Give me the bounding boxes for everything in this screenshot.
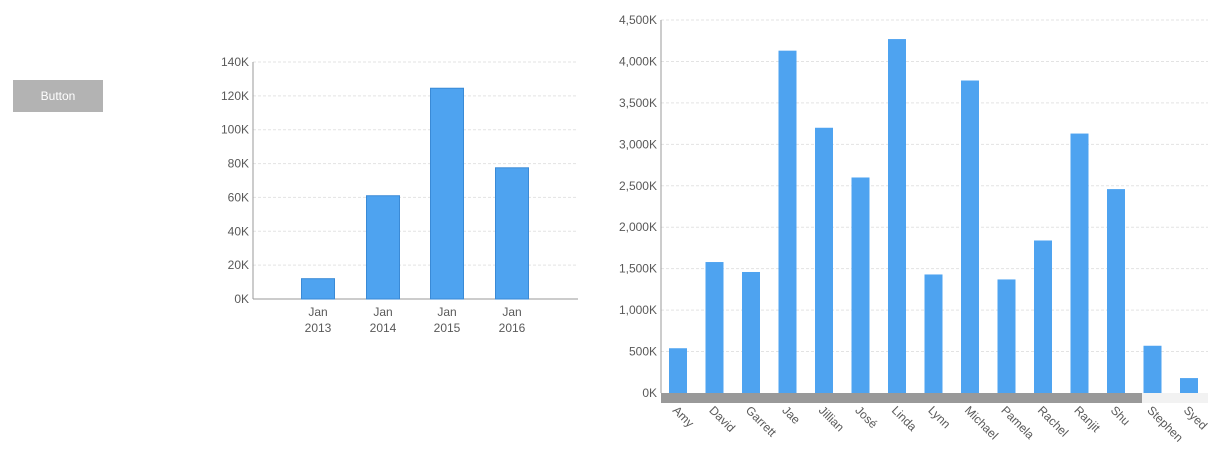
x-tick-label: 2015 [434, 321, 461, 335]
x-tick-label: Linda [889, 403, 920, 434]
bar [1070, 133, 1089, 393]
x-tick-label: Rachel [1035, 403, 1071, 439]
x-tick-label: José [852, 403, 880, 431]
x-tick-label: Jan [308, 305, 327, 319]
x-tick-label: Jillian [816, 403, 847, 434]
y-tick-label: 500K [629, 345, 657, 359]
y-tick-label: 2,500K [619, 179, 657, 193]
bar [495, 167, 529, 300]
x-tick-label: David [706, 403, 738, 435]
bar [778, 50, 797, 394]
x-tick-label: Syed [1181, 403, 1210, 432]
y-tick-label: 0K [234, 292, 249, 306]
x-tick-label: Amy [670, 403, 697, 430]
x-tick-label: Jan [502, 305, 521, 319]
bar [851, 177, 870, 393]
bar [888, 39, 906, 393]
x-tick-label: Pamela [998, 403, 1037, 442]
y-tick-label: 0K [642, 386, 657, 400]
y-tick-label: 20K [228, 258, 249, 272]
bar [1143, 345, 1162, 393]
bar [1180, 378, 1198, 393]
chart-by-person: 0K 500K 1,000K 1,500K 2,000K 2,500K 3,000K 3,50… [619, 13, 1210, 445]
y-tick-label: 80K [228, 157, 249, 171]
y-tick-label: 3,000K [619, 137, 657, 151]
bar [705, 262, 724, 393]
x-tick-label: Jae [779, 403, 803, 427]
x-tick-label: Michael [962, 403, 1001, 442]
bar [366, 195, 400, 300]
y-tick-label: 120K [221, 89, 249, 103]
bar [430, 87, 464, 300]
y-tick-label: 40K [228, 224, 249, 238]
x-tick-label: Lynn [925, 403, 953, 431]
bar [742, 271, 760, 393]
x-tick-label: Garrett [743, 403, 780, 440]
x-tick-label: Stephen [1144, 403, 1186, 445]
x-tick-label: Jan [373, 305, 392, 319]
bar [815, 127, 833, 393]
x-tick-label: 2013 [305, 321, 332, 335]
x-tick-label: Shu [1108, 403, 1133, 428]
y-tick-label: 1,500K [619, 262, 657, 276]
y-tick-label: 1,000K [619, 303, 657, 317]
y-tick-label: 100K [221, 123, 249, 137]
bar [961, 80, 979, 394]
scrollbar-thumb [661, 393, 1142, 403]
y-tick-label: 3,500K [619, 96, 657, 110]
x-tick-label: Jan [437, 305, 456, 319]
bar [1107, 189, 1125, 393]
y-tick-label: 60K [228, 190, 249, 204]
bar [997, 279, 1016, 393]
y-tick-label: 4,500K [619, 13, 657, 27]
bar [669, 348, 687, 393]
y-tick-label: 2,000K [619, 220, 657, 234]
bar [1034, 240, 1052, 393]
bar [924, 274, 943, 393]
chart-yearly: 0K 20K 40K 60K 80K 100K 120K 140K Jan 2013 Jan 2014… [221, 55, 578, 335]
x-tick-label: 2016 [499, 321, 526, 335]
bar [301, 278, 335, 300]
button[interactable]: Button [13, 80, 103, 112]
y-tick-label: 4,000K [619, 54, 657, 68]
y-tick-label: 140K [221, 55, 249, 69]
x-tick-label: Ranjit [1071, 403, 1103, 435]
x-tick-label: 2014 [370, 321, 397, 335]
